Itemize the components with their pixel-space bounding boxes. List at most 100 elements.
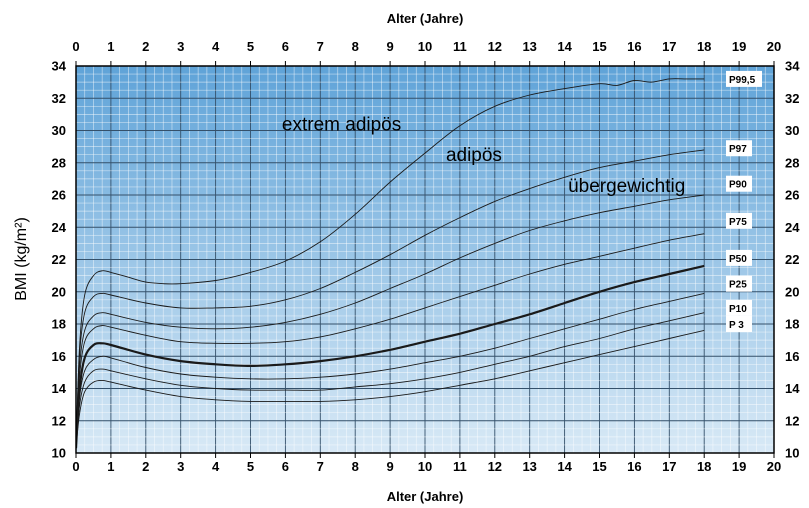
x-tick-label-top: 12 — [488, 39, 502, 54]
x-tick-label-bottom: 4 — [212, 459, 220, 474]
percentile-label: P99,5 — [729, 75, 756, 86]
x-tick-label-bottom: 0 — [72, 459, 79, 474]
percentile-label-box — [726, 316, 752, 332]
x-tick-label-bottom: 9 — [386, 459, 393, 474]
x-tick-label-top: 4 — [212, 39, 220, 54]
grid — [76, 66, 774, 453]
x-tick-label-bottom: 1 — [107, 459, 114, 474]
x-tick-label-top: 10 — [418, 39, 432, 54]
x-tick-label-bottom: 3 — [177, 459, 184, 474]
percentile-curve — [76, 149, 705, 449]
x-tick-label-top: 8 — [352, 39, 359, 54]
x-tick-label-bottom: 19 — [732, 459, 746, 474]
y-tick-label-left: 32 — [52, 91, 66, 106]
x-tick-label-bottom: 16 — [627, 459, 641, 474]
percentile-curve — [76, 312, 705, 449]
x-tick-label-top: 11 — [453, 39, 467, 54]
percentile-label: P50 — [729, 254, 747, 265]
x-tick-label-top: 9 — [386, 39, 393, 54]
percentile-curve — [76, 292, 705, 449]
percentile-label: P 3 — [729, 320, 744, 331]
x-tick-label-top: 0 — [72, 39, 79, 54]
x-tick-label-top: 18 — [697, 39, 711, 54]
x-tick-label-bottom: 7 — [317, 459, 324, 474]
x-tick-label-top: 5 — [247, 39, 254, 54]
percentile-label-box — [726, 275, 752, 292]
percentile-curve — [76, 264, 705, 449]
x-tick-label-top: 2 — [142, 39, 149, 54]
y-tick-label-right: 34 — [785, 59, 800, 74]
percentile-label-box — [726, 140, 752, 157]
y-tick-label-right: 20 — [785, 284, 799, 299]
y-tick-label-left: 20 — [52, 284, 66, 299]
x-tick-label-bottom: 15 — [592, 459, 606, 474]
x-axis-title-bottom: Alter (Jahre) — [387, 489, 464, 504]
x-tick-label-bottom: 6 — [282, 459, 289, 474]
x-tick-label-bottom: 2 — [142, 459, 149, 474]
percentile-label-box — [726, 249, 752, 266]
x-tick-label-bottom: 5 — [247, 459, 254, 474]
percentile-label: P97 — [729, 144, 747, 155]
zone-labels: extrem adipös adipös übergewichtig — [282, 115, 685, 197]
percentile-curve — [76, 78, 705, 449]
percentile-label: P75 — [729, 217, 747, 228]
y-tick-label-right: 26 — [785, 188, 799, 203]
y-tick-label-left: 28 — [52, 155, 66, 170]
zone-label: extrem adipös — [282, 115, 401, 136]
y-tick-label-right: 28 — [785, 155, 799, 170]
x-tick-label-top: 17 — [662, 39, 676, 54]
y-tick-label-right: 32 — [785, 91, 799, 106]
percentile-label-box — [726, 70, 762, 87]
y-tick-label-left: 30 — [52, 123, 66, 138]
x-tick-label-bottom: 20 — [767, 459, 781, 474]
x-tick-label-top: 7 — [317, 39, 324, 54]
x-tick-label-bottom: 8 — [352, 459, 359, 474]
y-tick-label-left: 34 — [52, 59, 67, 74]
x-tick-label-top: 14 — [557, 39, 572, 54]
x-axis-title-top: Alter (Jahre) — [387, 11, 464, 26]
y-tick-label-left: 10 — [52, 446, 66, 461]
x-tick-label-bottom: 11 — [453, 459, 467, 474]
x-tick-label-bottom: 14 — [557, 459, 572, 474]
y-tick-label-left: 22 — [52, 252, 66, 267]
x-tick-label-top: 13 — [522, 39, 536, 54]
x-tick-label-bottom: 18 — [697, 459, 711, 474]
x-tick-label-bottom: 17 — [662, 459, 676, 474]
x-tick-label-top: 20 — [767, 39, 781, 54]
x-tick-label-top: 19 — [732, 39, 746, 54]
zone-label: übergewichtig — [568, 176, 685, 197]
x-tick-label-top: 15 — [592, 39, 606, 54]
zone-label: adipös — [446, 145, 502, 166]
percentile-curve — [76, 194, 705, 449]
y-tick-label-right: 24 — [785, 220, 800, 235]
y-tick-label-left: 14 — [52, 381, 67, 396]
y-tick-label-right: 30 — [785, 123, 799, 138]
percentile-curve — [76, 233, 705, 449]
percentile-curve — [76, 329, 705, 449]
y-tick-label-right: 12 — [785, 413, 799, 428]
x-tick-label-bottom: 13 — [522, 459, 536, 474]
y-tick-label-right: 18 — [785, 317, 799, 332]
percentile-label-box — [726, 299, 752, 316]
y-tick-label-right: 16 — [785, 349, 799, 364]
y-tick-label-right: 10 — [785, 446, 799, 461]
percentile-labels: P99,5 P97 P90 P75 P50 P25 P10 P 3 — [726, 70, 762, 332]
percentile-label-box — [726, 175, 752, 192]
x-tick-label-top: 6 — [282, 39, 289, 54]
percentile-label: P10 — [729, 304, 747, 315]
y-tick-label-left: 12 — [52, 413, 66, 428]
x-tick-label-bottom: 12 — [488, 459, 502, 474]
x-tick-label-bottom: 10 — [418, 459, 432, 474]
x-tick-label-top: 3 — [177, 39, 184, 54]
percentile-label: P90 — [729, 180, 747, 191]
y-tick-label-right: 14 — [785, 381, 800, 396]
percentile-label: P25 — [729, 280, 747, 291]
x-tick-label-top: 1 — [107, 39, 114, 54]
tick-labels: 0011223344556677889910101111121213131414… — [52, 39, 801, 474]
percentile-label-box — [726, 212, 752, 229]
y-tick-label-left: 18 — [52, 317, 66, 332]
y-tick-label-left: 24 — [52, 220, 67, 235]
x-tick-label-top: 16 — [627, 39, 641, 54]
y-tick-label-left: 16 — [52, 349, 66, 364]
